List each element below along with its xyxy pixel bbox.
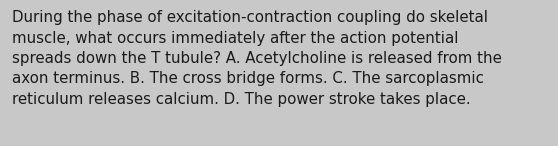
- Text: During the phase of excitation-contraction coupling do skeletal
muscle, what occ: During the phase of excitation-contracti…: [12, 10, 502, 107]
